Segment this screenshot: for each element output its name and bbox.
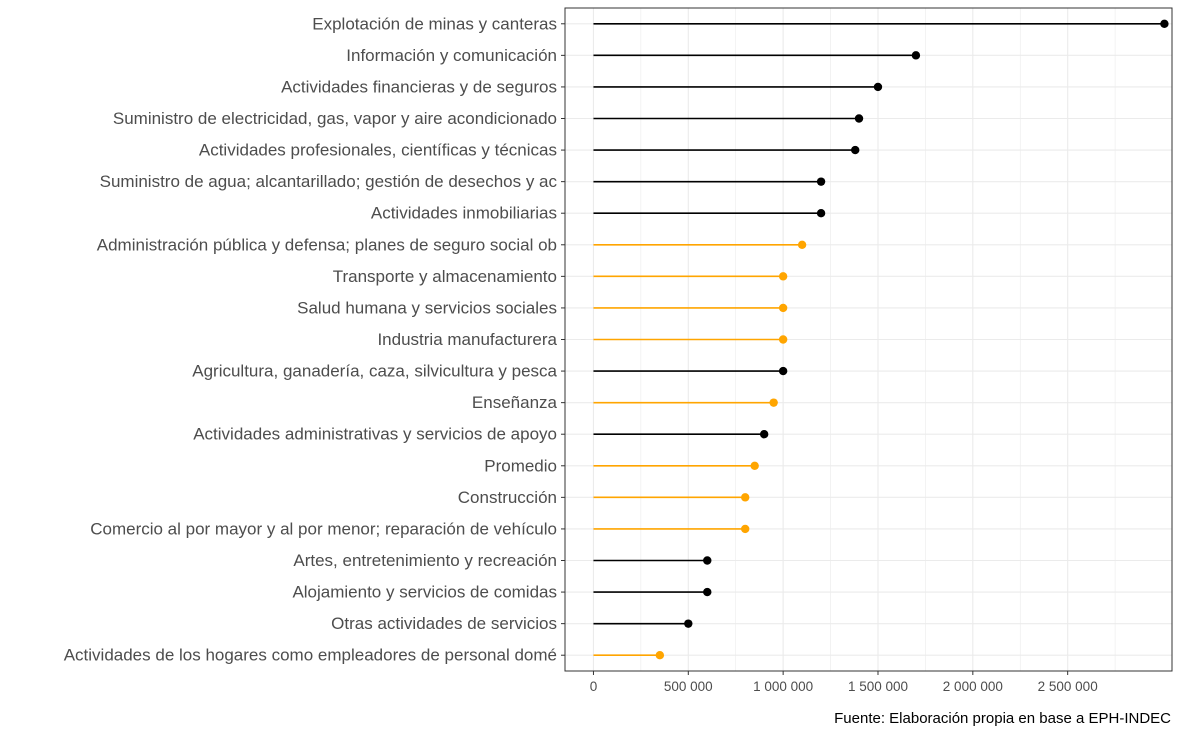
x-tick-label: 0 — [590, 679, 598, 694]
y-tick-label: Agricultura, ganadería, caza, silvicultu… — [192, 362, 557, 381]
lollipop-point — [741, 524, 750, 534]
x-tick-label: 2 500 000 — [1038, 679, 1098, 694]
y-tick-label: Artes, entretenimiento y recreación — [293, 551, 557, 570]
lollipop-point — [816, 177, 826, 186]
lollipop-point — [778, 335, 788, 344]
y-tick-label: Información y comunicación — [346, 46, 557, 65]
y-tick-label: Transporte y almacenamiento — [333, 267, 557, 286]
y-tick-label: Actividades inmobiliarias — [371, 204, 557, 223]
lollipop-point — [873, 82, 883, 92]
x-axis: 0 500 000 1 000 000 1 500 000 2 000 000 2 500… — [590, 671, 1098, 694]
lollipop-point — [911, 51, 921, 60]
lollipop-point — [759, 430, 769, 439]
y-tick-label: Actividades profesionales, científicas y… — [199, 141, 557, 160]
y-tick-label: Construcción — [458, 488, 557, 507]
y-tick-label: Salud humana y servicios sociales — [297, 298, 557, 317]
y-tick-label: Actividades de los hogares como empleado… — [64, 646, 557, 665]
y-tick-label: Explotación de minas y canteras — [312, 14, 557, 33]
lollipop-point — [816, 209, 826, 218]
x-tick-label: 2 000 000 — [943, 679, 1003, 694]
y-tick-label: Administración pública y defensa; planes… — [97, 235, 557, 254]
lollipop-point — [1160, 19, 1169, 28]
x-tick-label: 1 500 000 — [848, 679, 908, 694]
x-tick-label: 1 000 000 — [753, 679, 813, 694]
lollipop-point — [769, 398, 778, 407]
lollipop-point — [655, 651, 665, 660]
lollipop-point — [778, 272, 788, 281]
y-tick-label: Promedio — [484, 456, 557, 475]
y-tick-label: Otras actividades de servicios — [331, 614, 557, 633]
y-tick-label: Actividades administrativas y servicios … — [193, 425, 557, 444]
lollipop-point — [750, 461, 759, 470]
lollipop-point — [703, 587, 712, 597]
lollipop-series — [593, 19, 1169, 660]
y-tick-label: Alojamiento y servicios de comidas — [292, 583, 557, 602]
y-axis: Explotación de minas y canteras Informaci… — [64, 14, 565, 665]
x-tick-label: 500 000 — [664, 679, 713, 694]
y-tick-label: Enseñanza — [472, 393, 558, 412]
y-tick-label: Comercio al por mayor y al por menor; re… — [90, 519, 557, 538]
y-tick-label: Suministro de electricidad, gas, vapor y… — [113, 109, 557, 128]
lollipop-point — [854, 114, 864, 123]
lollipop-point — [703, 556, 712, 565]
y-tick-label: Suministro de agua; alcantarillado; gest… — [100, 172, 558, 191]
lollipop-point — [778, 303, 788, 313]
chart-caption: Fuente: Elaboración propia en base a EPH… — [834, 710, 1171, 727]
lollipop-point — [741, 493, 750, 502]
lollipop-point — [851, 145, 860, 155]
lollipop-point — [778, 366, 788, 376]
lollipop-point — [684, 619, 693, 628]
y-tick-label: Industria manufacturera — [377, 330, 557, 349]
lollipop-point — [797, 240, 807, 249]
y-tick-label: Actividades financieras y de seguros — [281, 77, 557, 96]
